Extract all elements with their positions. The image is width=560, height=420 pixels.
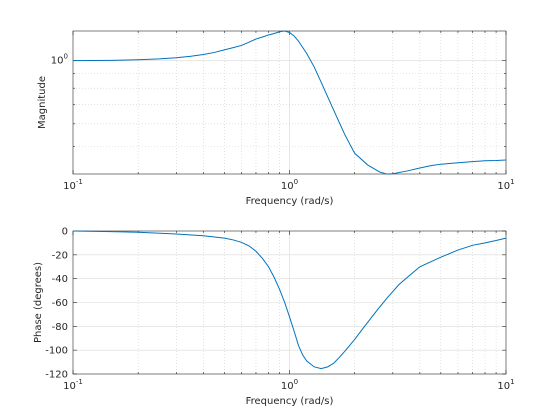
magnitude-series [72, 30, 507, 175]
phase-x-tick-label: 101 [497, 378, 514, 392]
phase-x-axis-label: Frequency (rad/s) [246, 396, 334, 407]
phase-plot: 10-1 100 101 0 -20 -40 -60 -80 -100 -120 Frequenc… [33, 227, 515, 408]
magnitude-plot: 10-1 100 101 100 Frequency (rad/s) Magnitud… [37, 30, 515, 207]
magnitude-x-tick-label: 100 [281, 178, 298, 192]
phase-y-tick-label: -100 [45, 346, 68, 357]
magnitude-series-line [72, 30, 507, 175]
phase-y-tick-label: -40 [52, 274, 68, 285]
magnitude-y-axis-label: Magnitude [37, 76, 48, 129]
magnitude-x-tick-label: 101 [497, 178, 514, 192]
phase-grid [73, 231, 506, 374]
phase-y-tick-label: 0 [62, 227, 68, 238]
magnitude-y-tick-label: 100 [51, 53, 68, 67]
phase-x-tick-label: 100 [281, 378, 298, 392]
phase-y-tick-label: -120 [45, 370, 68, 381]
phase-y-tick-label: -60 [52, 298, 68, 309]
magnitude-x-axis-label: Frequency (rad/s) [246, 196, 334, 207]
magnitude-grid [73, 31, 506, 174]
phase-series [72, 230, 507, 370]
magnitude-ticks: 10-1 100 101 100 [51, 31, 515, 192]
phase-x-tick-label: 10-1 [63, 378, 83, 392]
phase-y-tick-label: -80 [52, 322, 68, 333]
phase-y-axis-label: Phase (degrees) [33, 262, 44, 343]
magnitude-x-tick-label: 10-1 [63, 178, 83, 192]
phase-series-line [72, 230, 507, 370]
phase-y-tick-label: -20 [52, 250, 68, 261]
phase-ticks: 10-1 100 101 0 -20 -40 -60 -80 -100 -120 [45, 227, 514, 393]
